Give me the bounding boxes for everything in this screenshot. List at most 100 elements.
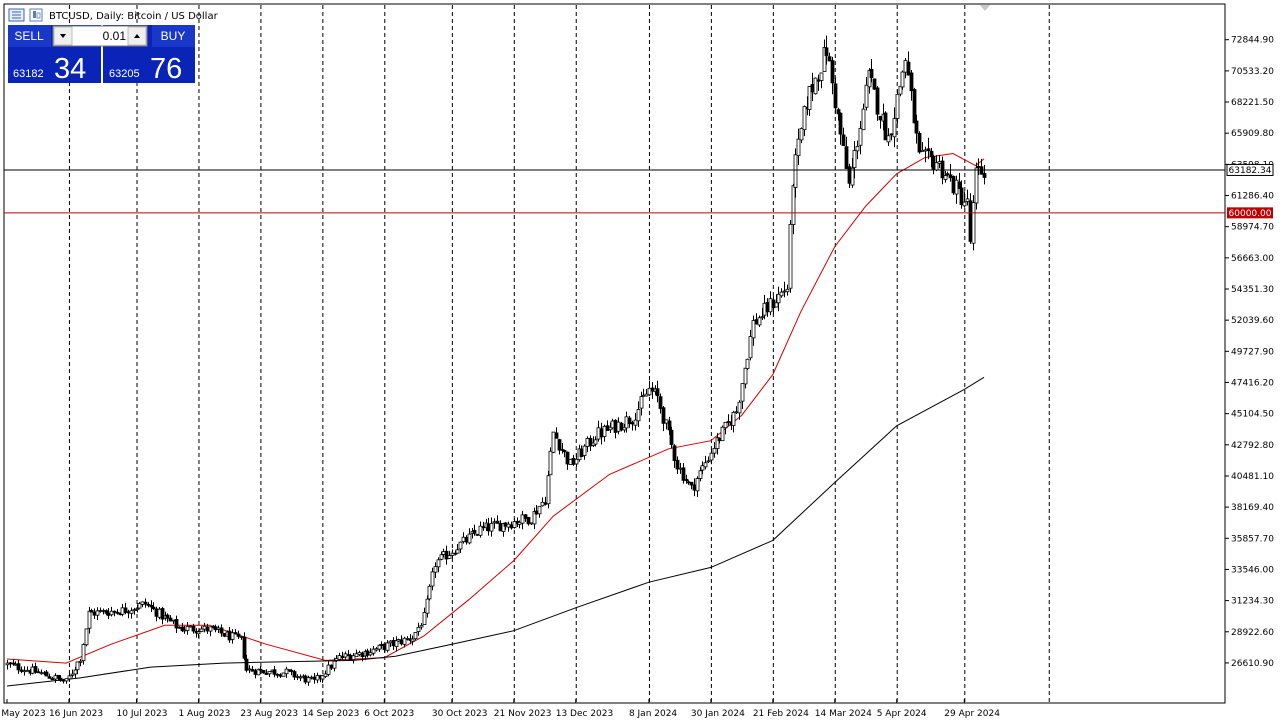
candle-body: [619, 422, 624, 431]
candle-body: [129, 610, 134, 614]
candle-body: [36, 671, 41, 674]
candle-body: [450, 552, 455, 556]
candle-body: [706, 460, 711, 463]
candle-body: [47, 676, 52, 679]
candle-body: [565, 451, 570, 465]
moving-average-red-line: [6, 152, 985, 664]
candle-body: [444, 550, 449, 560]
chart-type-icon[interactable]: [29, 8, 43, 22]
candle-body: [489, 523, 494, 532]
candle-body: [8, 662, 13, 665]
candle-body: [937, 161, 942, 164]
candle-body: [934, 162, 939, 171]
candle-body: [323, 673, 328, 677]
chart-header: BTCUSD, Daily: Bitcoin / US Dollar: [8, 8, 219, 22]
candle-body: [320, 675, 325, 680]
candle-body: [405, 637, 410, 640]
candle-body: [816, 79, 821, 82]
candle-body: [917, 132, 922, 153]
candle-body: [475, 533, 480, 536]
candle-body: [698, 470, 703, 479]
candle-body: [872, 78, 877, 90]
candle-body: [979, 166, 984, 175]
candle-body: [836, 109, 841, 115]
candle-body: [661, 407, 666, 424]
candles: [5, 35, 987, 686]
candle-body: [374, 648, 379, 651]
candle-body: [723, 421, 728, 429]
candle-body: [886, 135, 891, 143]
candle-body: [717, 437, 722, 442]
candle-body: [174, 619, 179, 629]
candle-body: [292, 671, 297, 678]
candle-body: [334, 658, 339, 661]
trade-panel: SELL BUY 0.01 63182 34 63205 76: [8, 25, 195, 85]
candle-body: [692, 484, 697, 491]
candle-body: [633, 419, 638, 426]
candle-body: [898, 85, 903, 95]
shift-marker-icon[interactable]: [980, 5, 990, 11]
candle-body: [472, 529, 477, 534]
candle-body: [895, 93, 900, 119]
candle-body: [140, 601, 145, 605]
candle-body: [906, 61, 911, 76]
candle-body: [295, 675, 300, 678]
candle-body: [106, 612, 111, 616]
x-tick-label: 23 Aug 2023: [240, 709, 298, 719]
candle-body: [95, 610, 100, 616]
candle-body: [56, 674, 61, 679]
candle-body: [585, 438, 590, 447]
sell-price-big: 34: [54, 53, 86, 85]
candle-body: [748, 336, 753, 359]
candle-body: [731, 411, 736, 426]
candle-body: [599, 428, 604, 438]
candle-body: [216, 627, 221, 630]
candle-body: [669, 429, 674, 445]
x-tick-label: 29 Apr 2024: [944, 709, 1000, 719]
candle-body: [160, 608, 165, 620]
candle-body: [838, 112, 843, 135]
candle-body: [360, 652, 365, 657]
candle-body: [509, 524, 514, 529]
candle-body: [791, 185, 796, 226]
candle-body: [641, 394, 646, 397]
candle-body: [16, 663, 21, 671]
candle-body: [847, 166, 852, 184]
candle-body: [185, 626, 190, 631]
candle-body: [788, 223, 793, 289]
candle-body: [315, 675, 320, 681]
y-tick-label: 45104.50: [1231, 410, 1274, 420]
candle-body: [453, 552, 458, 555]
level-price-tag: 60000.00: [1227, 207, 1273, 219]
candle-body: [664, 419, 669, 424]
candle-body: [776, 293, 781, 304]
candle-body: [365, 650, 370, 656]
candle-body: [976, 165, 981, 168]
plot-area[interactable]: [3, 3, 1226, 704]
candle-body: [672, 445, 677, 461]
candle-body: [332, 660, 337, 669]
y-tick-label: 52039.60: [1231, 316, 1274, 326]
x-tick-label: 14 Sep 2023: [302, 709, 359, 719]
candle-body: [782, 290, 787, 293]
candle-body: [486, 523, 491, 532]
candle-body: [188, 625, 193, 628]
candle-body: [689, 481, 694, 486]
candle-body: [165, 614, 170, 619]
chart-menu-icon[interactable]: [8, 8, 25, 22]
candle-body: [543, 502, 548, 505]
candle-body: [399, 639, 404, 645]
candle-body: [441, 551, 446, 555]
sell-button[interactable]: [8, 25, 51, 47]
lot-size-field[interactable]: [52, 25, 148, 47]
candle-body: [44, 671, 49, 677]
candle-body: [582, 445, 587, 456]
candle-body: [650, 387, 655, 392]
y-tick-label: 61286.40: [1231, 192, 1274, 202]
candle-body: [230, 632, 235, 640]
candle-body: [720, 426, 725, 442]
candle-body: [5, 662, 10, 666]
candle-body: [275, 673, 280, 676]
buy-button[interactable]: [152, 25, 195, 47]
